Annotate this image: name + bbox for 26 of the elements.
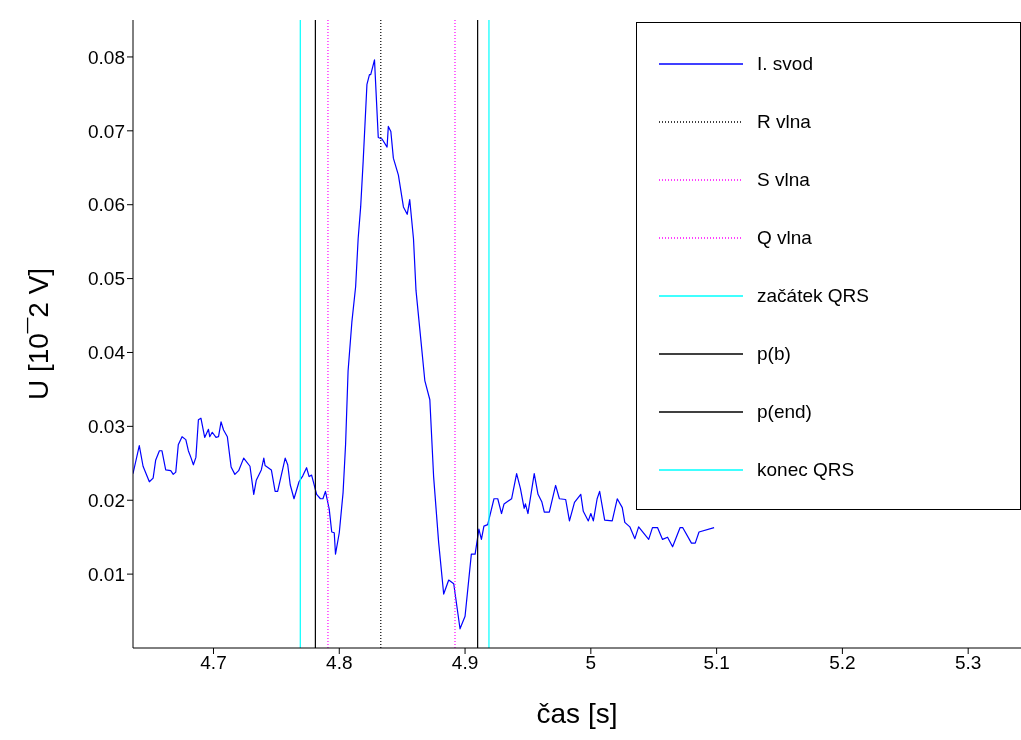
x-axis-title: čas [s] bbox=[536, 698, 618, 729]
y-tick-label: 0.06 bbox=[88, 194, 125, 216]
x-tick-label: 4.9 bbox=[451, 652, 479, 674]
x-tick-label: 5.1 bbox=[703, 652, 730, 674]
y-axis-title: U [10¯2 V] bbox=[22, 267, 54, 401]
legend-label: Q vlna bbox=[757, 227, 812, 249]
y-tick-label: 0.02 bbox=[88, 489, 125, 511]
y-tick-label: 0.05 bbox=[88, 268, 125, 290]
legend-label: p(end) bbox=[757, 401, 812, 423]
y-tick-label: 0.04 bbox=[88, 342, 126, 364]
x-tick-label: 4.7 bbox=[200, 652, 227, 674]
legend-label: konec QRS bbox=[757, 459, 855, 481]
x-tick-label: 5.2 bbox=[829, 652, 856, 674]
x-tick-label: 5 bbox=[585, 652, 597, 674]
legend-label: R vlna bbox=[757, 111, 811, 133]
x-tick-label: 5.3 bbox=[954, 652, 982, 674]
y-tick-label: 0.08 bbox=[88, 46, 125, 68]
line-series bbox=[133, 59, 715, 630]
legend-label: p(b) bbox=[757, 343, 791, 365]
y-tick-label: 0.01 bbox=[88, 563, 125, 585]
x-tick-label: 4.8 bbox=[326, 652, 353, 674]
y-tick-label: 0.07 bbox=[88, 120, 125, 142]
legend-label: I. svod bbox=[757, 53, 813, 75]
legend-label: S vlna bbox=[757, 169, 810, 191]
y-tick-label: 0.03 bbox=[88, 416, 125, 438]
legend-label: začátek QRS bbox=[757, 285, 869, 307]
